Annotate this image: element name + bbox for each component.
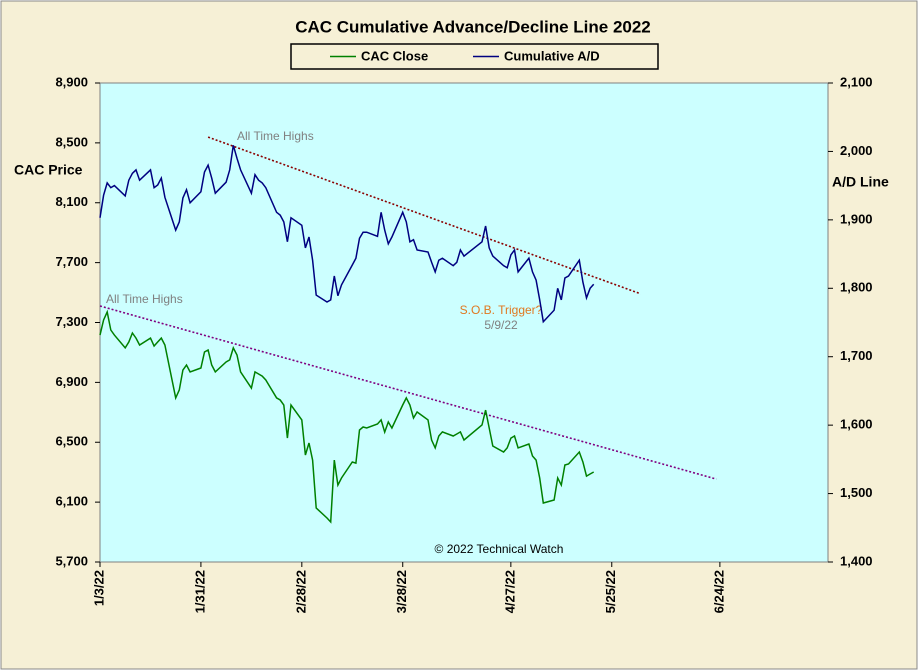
y2-axis-title: A/D Line <box>832 174 889 190</box>
y-axis-title: CAC Price <box>14 162 83 178</box>
legend-label: Cumulative A/D <box>504 48 600 63</box>
x-tick-label: 4/27/22 <box>502 570 517 613</box>
legend-label: CAC Close <box>361 48 428 63</box>
x-tick-label: 5/25/22 <box>603 570 618 613</box>
legend-entries: CAC Close Cumulative A/D <box>330 48 600 63</box>
annotation: 5/9/22 <box>484 318 518 332</box>
y2-tick-label: 1,600 <box>840 417 873 432</box>
y-tick-label: 8,500 <box>55 134 88 149</box>
annotation: S.O.B. Trigger? <box>460 303 543 317</box>
annotation: All Time Highs <box>237 129 314 143</box>
series-line <box>99 145 595 324</box>
y2-tick-label: 1,500 <box>840 485 873 500</box>
y-tick-label: 6,100 <box>55 494 88 509</box>
y2-tick-label: 2,100 <box>840 74 873 89</box>
x-tick-label: 1/3/22 <box>91 570 106 606</box>
y-tick-label: 6,500 <box>55 434 88 449</box>
plot-area <box>99 82 829 563</box>
x-tick-label: 6/24/22 <box>711 570 726 613</box>
y-tick-label: 7,700 <box>55 254 88 269</box>
x-tick-label: 1/31/22 <box>192 570 207 613</box>
y2-tick-label: 1,700 <box>840 348 873 363</box>
y-tick-label: 8,100 <box>55 194 88 209</box>
y-tick-label: 7,300 <box>55 314 88 329</box>
series-line <box>99 309 595 524</box>
y-tick-label: 5,700 <box>55 553 88 568</box>
y2-tick-label: 1,800 <box>840 280 873 295</box>
x-tick-label: 2/28/22 <box>293 570 308 613</box>
trend-line <box>207 136 641 295</box>
x-tick-label: 3/28/22 <box>394 570 409 613</box>
annotation: All Time Highs <box>106 292 183 306</box>
y-tick-label: 6,900 <box>55 374 88 389</box>
chart-title: CAC Cumulative Advance/Decline Line 2022 <box>295 17 651 36</box>
copyright: © 2022 Technical Watch <box>435 542 564 556</box>
trend-line <box>99 305 717 480</box>
y2-tick-label: 2,000 <box>840 143 873 158</box>
y2-tick-label: 1,400 <box>840 553 873 568</box>
y-tick-label: 8,900 <box>55 74 88 89</box>
y2-tick-label: 1,900 <box>840 211 873 226</box>
